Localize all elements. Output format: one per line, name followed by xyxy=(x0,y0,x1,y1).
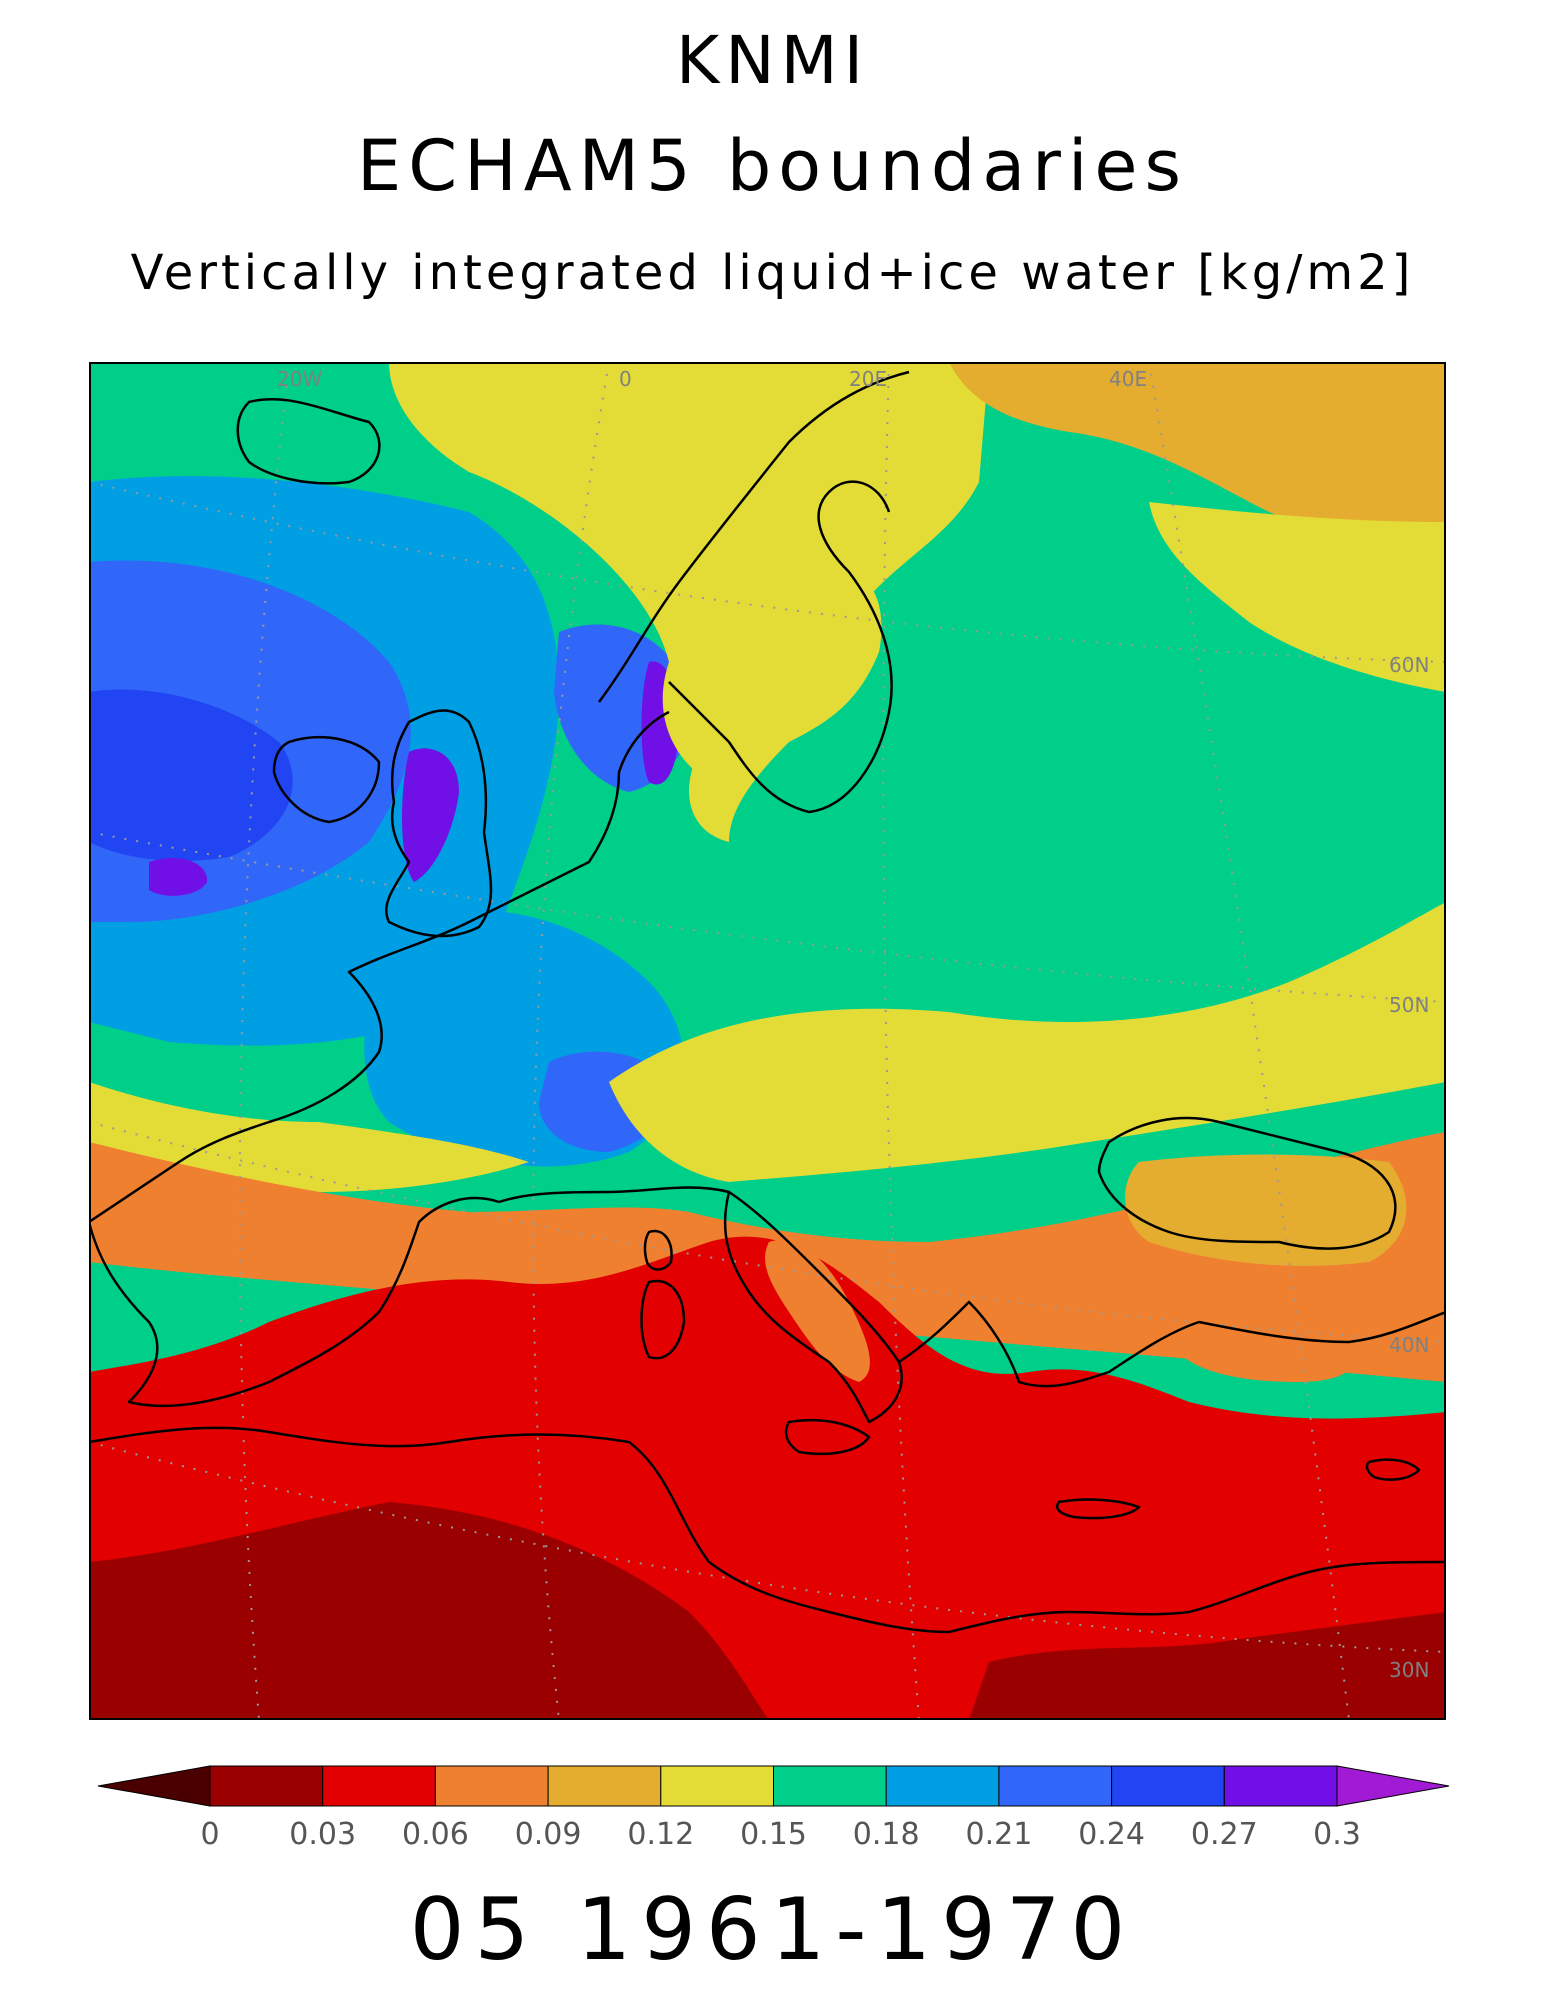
coastlines xyxy=(89,370,1446,1634)
field-layers xyxy=(89,362,1446,1720)
colorbar-swatch xyxy=(434,1765,549,1807)
map-panel: 20W 0 20E 40E 60N 50N 40N 30N xyxy=(89,362,1446,1720)
colorbar-swatch xyxy=(209,1765,324,1807)
grid-label-0: 0 xyxy=(619,367,632,391)
colorbar-tick-label: 0.15 xyxy=(740,1817,807,1852)
grid-label-40n: 40N xyxy=(1389,1333,1429,1357)
field-iberia-yellow xyxy=(89,1082,529,1192)
grid-label-20e: 20E xyxy=(849,367,887,391)
coastline-ireland xyxy=(272,736,381,824)
field-central-yellow xyxy=(609,902,1446,1182)
field-aegean-orange xyxy=(1169,1334,1357,1382)
colorbar-tick-label: 0.21 xyxy=(966,1817,1033,1852)
graticule-lon-0 xyxy=(532,362,610,1720)
colorbar-tick-label: 0.09 xyxy=(515,1817,582,1852)
colorbar-swatch xyxy=(547,1765,662,1807)
colorbar-tick-label: 0.18 xyxy=(853,1817,920,1852)
field-east-yellow xyxy=(1149,502,1446,692)
field-egypt-dark-red xyxy=(969,1612,1446,1720)
colorbar-tick-label: 0.24 xyxy=(1078,1817,1145,1852)
colorbar-swatches xyxy=(97,1765,1450,1807)
coastline-great-britain xyxy=(385,709,493,938)
colorbar-swatch xyxy=(322,1765,436,1807)
grid-label-50n: 50N xyxy=(1389,993,1429,1017)
field-atlantic-deep-blue xyxy=(89,689,293,862)
grid-label-20w: 20W xyxy=(277,367,322,391)
field-russia-orange xyxy=(949,362,1446,545)
colorbar: 0 0.03 0.06 0.09 0.12 0.15 0.18 0.21 0.24 0.27 0.3 xyxy=(97,1765,1450,1852)
field-uk-max xyxy=(402,748,459,882)
field-scandinavia-yellow xyxy=(389,362,989,792)
field-atlantic-max xyxy=(149,858,208,896)
coastline-turkey-south xyxy=(1198,1310,1446,1344)
coastline-continent-west xyxy=(89,710,670,1224)
title-organisation: KNMI xyxy=(675,22,870,99)
period-label: 05 1961-1970 xyxy=(409,1880,1136,1980)
grid-label-40e: 40E xyxy=(1109,367,1147,391)
graticule xyxy=(89,362,1446,1720)
field-italy-orange xyxy=(765,1240,870,1382)
coastline-crete xyxy=(1055,1498,1141,1520)
colorbar-tick-labels: 0 0.03 0.06 0.09 0.12 0.15 0.18 0.21 0.24 0.27 0.3 xyxy=(200,1817,1360,1852)
coastline-italy xyxy=(723,1190,903,1424)
colorbar-tick-label: 0.12 xyxy=(627,1817,694,1852)
coastline-iberia xyxy=(89,1196,500,1408)
colorbar-swatch xyxy=(998,1765,1113,1807)
colorbar-tick-label: 0 xyxy=(200,1817,219,1852)
grid-labels: 20W 0 20E 40E 60N 50N 40N 30N xyxy=(277,367,1429,1682)
title-model: ECHAM5 boundaries xyxy=(357,125,1188,207)
coastline-balkans xyxy=(898,1300,1200,1388)
colorbar-tick-label: 0.27 xyxy=(1191,1817,1258,1852)
field-baltic-yellow xyxy=(689,570,882,842)
colorbar-tick-label: 0.06 xyxy=(402,1817,469,1852)
colorbar-under-arrow xyxy=(97,1765,211,1807)
title-variable: Vertically integrated liquid+ice water [… xyxy=(130,245,1415,301)
coastline-sardinia xyxy=(640,1279,686,1360)
coastline-france-south xyxy=(498,1186,730,1204)
colorbar-swatch xyxy=(885,1765,1000,1807)
colorbar-swatch xyxy=(1223,1765,1338,1807)
colorbar-swatch xyxy=(660,1765,774,1807)
colorbar-tick-label: 0.03 xyxy=(289,1817,356,1852)
grid-label-30n: 30N xyxy=(1389,1658,1429,1682)
coastline-iceland xyxy=(236,398,381,485)
coastline-north-africa xyxy=(89,1426,1446,1634)
grid-label-60n: 60N xyxy=(1389,653,1429,677)
colorbar-swatch xyxy=(1111,1765,1225,1807)
colorbar-over-arrow xyxy=(1336,1765,1450,1807)
coastline-scandinavia xyxy=(597,370,910,814)
colorbar-tick-label: 0.3 xyxy=(1313,1817,1361,1852)
map-frame xyxy=(89,362,1446,1720)
coastline-black-sea xyxy=(1097,1116,1397,1250)
coastline-sicily xyxy=(784,1418,871,1456)
field-sahara-dark-red xyxy=(89,1502,769,1720)
colorbar-swatch xyxy=(773,1765,887,1807)
coastline-cyprus xyxy=(1365,1458,1421,1481)
coastline-corsica xyxy=(643,1229,673,1271)
